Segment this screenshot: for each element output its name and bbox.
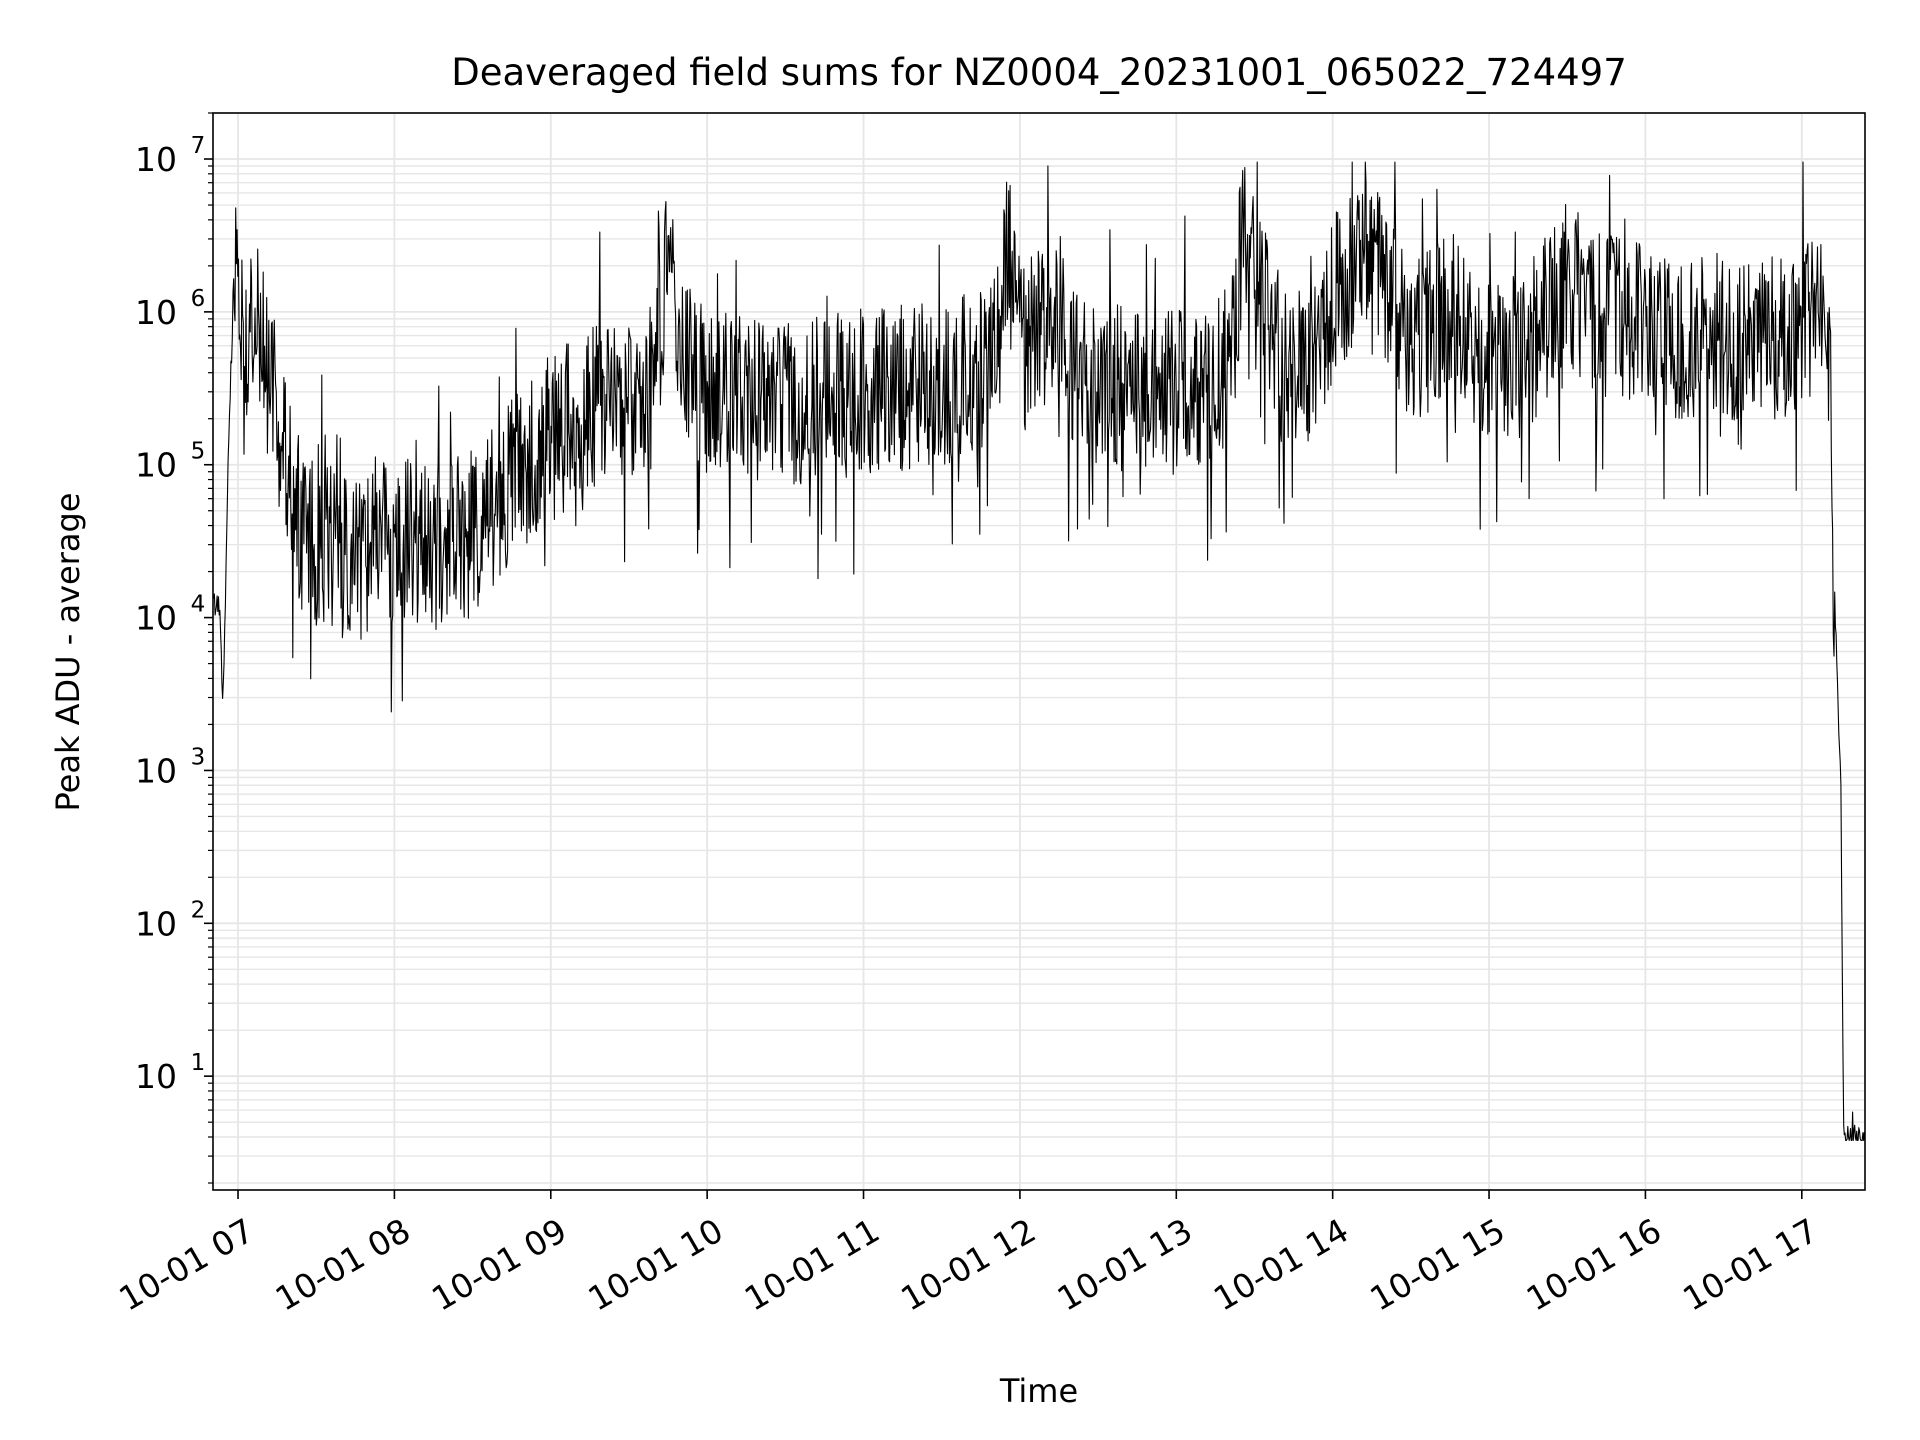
minor-gridlines [213, 112, 1865, 1184]
major-gridlines [213, 113, 1865, 1190]
y-tick-label: 10 [135, 1057, 177, 1096]
y-axis: 10 1 10 2 10 3 10 4 10 5 10 6 10 7 [135, 112, 213, 1184]
y-tick-label-exponent: 2 [191, 897, 206, 923]
y-tick-label: 10 [135, 293, 177, 332]
y-tick-label: 10 [135, 751, 177, 790]
y-tick-label: 10 [135, 599, 177, 638]
y-tick-label: 10 [135, 446, 177, 485]
y-axis-label: Peak ADU - average [49, 493, 87, 812]
y-tick-label: 10 [135, 904, 177, 943]
y-tick-label-exponent: 5 [191, 439, 206, 465]
y-tick-label-exponent: 7 [191, 133, 206, 159]
y-tick-label-exponent: 3 [191, 744, 206, 770]
y-tick-label-exponent: 1 [191, 1050, 206, 1076]
chart-title: Deaveraged field sums for NZ0004_2023100… [451, 51, 1627, 94]
y-tick-label-exponent: 4 [191, 592, 206, 618]
y-tick-label: 10 [135, 140, 177, 179]
x-axis-label: Time [999, 1372, 1078, 1410]
series-line [212, 161, 1866, 1141]
y-tick-label-exponent: 6 [191, 286, 206, 312]
